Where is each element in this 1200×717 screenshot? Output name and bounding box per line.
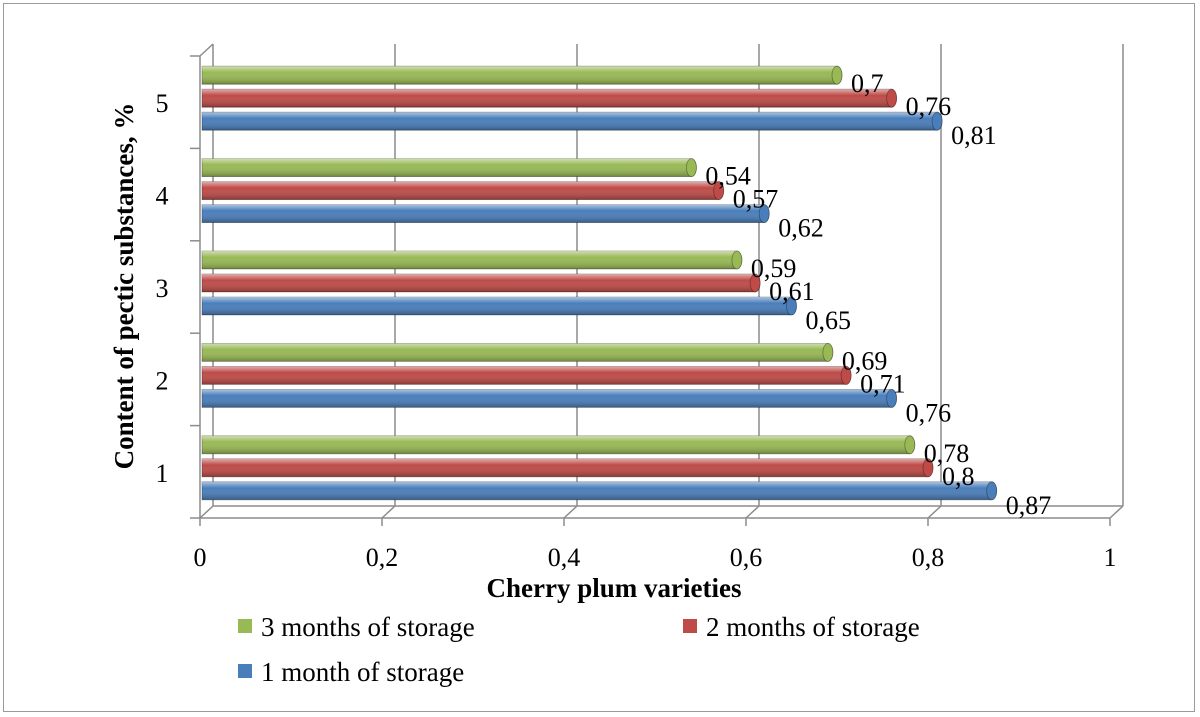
bar-shading: [202, 89, 897, 108]
legend-label: 3 months of storage: [261, 612, 475, 642]
legend-swatch: [238, 664, 252, 678]
legend-label: 2 months of storage: [706, 612, 920, 642]
bar-cap: [786, 296, 797, 316]
x-tick-label: 0,8: [912, 543, 945, 572]
y-axis-title: Content of pectic substances, %: [109, 103, 139, 470]
x-tick-label: 0,6: [730, 543, 763, 572]
bar-cap: [822, 342, 834, 362]
bar-shading: [202, 458, 933, 477]
y-tick-label: 2: [156, 366, 169, 395]
data-label: 0,61: [769, 277, 815, 306]
floor-gridline: [199, 505, 214, 519]
y-tick-label: 1: [156, 459, 169, 488]
floor-gridline: [927, 505, 942, 519]
bar-cap: [886, 88, 897, 108]
data-label: 0,7: [851, 69, 884, 98]
floor-gridline: [1109, 505, 1124, 519]
data-label: 0,59: [751, 254, 797, 283]
bar-shading: [202, 204, 770, 223]
x-tick-label: 0: [194, 543, 207, 572]
bar-cap: [904, 435, 916, 455]
x-axis-title: Cherry plum varieties: [487, 573, 742, 603]
bar-cap: [831, 65, 843, 85]
bar-shading: [202, 297, 797, 315]
data-label: 0,71: [860, 369, 906, 398]
bar-shading: [202, 435, 915, 454]
bar-cap: [886, 388, 897, 408]
data-label: 0,8: [942, 462, 975, 491]
bar-shading: [202, 66, 843, 85]
bar-shading: [202, 389, 897, 408]
bar-shading: [202, 181, 724, 200]
bar-shading: [202, 343, 833, 362]
data-label: 0,69: [842, 346, 888, 375]
data-label: 0,81: [951, 121, 997, 150]
bar-cap: [713, 181, 725, 201]
floor-gridline: [563, 505, 578, 519]
y-tick-label: 5: [156, 89, 169, 118]
x-tick-label: 0,4: [548, 543, 581, 572]
bar-shading: [202, 481, 997, 500]
data-label: 0,65: [806, 306, 852, 335]
data-label: 0,54: [705, 162, 751, 191]
x-tick-label: 1: [1104, 543, 1117, 572]
x-tick-label: 0,2: [366, 543, 399, 572]
data-label: 0,76: [906, 398, 952, 427]
data-label: 0,87: [1006, 491, 1051, 520]
bar-cap: [840, 365, 852, 385]
y-tick-label: 3: [156, 274, 169, 303]
legend-swatch: [683, 619, 697, 633]
bar-cap: [758, 204, 770, 224]
data-label: 0,76: [906, 92, 952, 121]
bar-cap: [986, 481, 998, 501]
data-label: 0,57: [733, 185, 779, 214]
data-label: 0,78: [924, 439, 970, 468]
bar-shading: [202, 251, 742, 269]
bar-shading: [202, 158, 697, 177]
bar-shading: [202, 112, 943, 131]
bar-shading: [202, 366, 852, 385]
floor-gridline: [745, 505, 760, 519]
bar-cap: [931, 111, 943, 131]
data-label: 0,62: [778, 214, 824, 243]
bar-cap: [686, 158, 697, 178]
floor-gridline: [381, 505, 396, 519]
bar-cap: [731, 250, 743, 270]
legend-label: 1 month of storage: [261, 657, 464, 687]
y-tick-label: 4: [156, 182, 169, 211]
bar-cap: [749, 273, 761, 293]
bar-cap: [922, 458, 934, 478]
wall-top-edge: [199, 43, 214, 57]
bar-shading: [202, 274, 761, 292]
legend-swatch: [238, 619, 252, 633]
